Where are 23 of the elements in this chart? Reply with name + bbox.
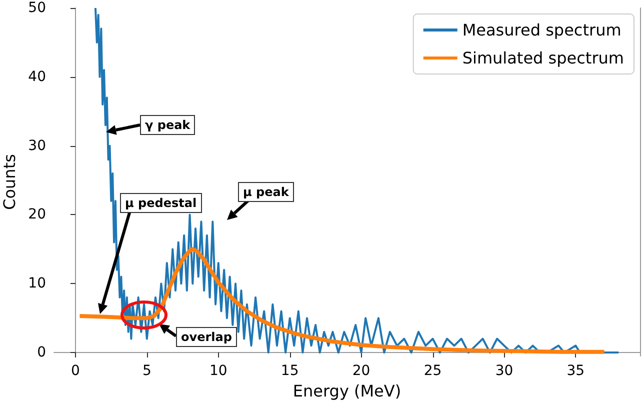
legend-label: Simulated spectrum <box>462 48 624 68</box>
annotation: μ pedestal <box>120 193 202 213</box>
x-axis-title: Energy (MeV) <box>292 381 402 400</box>
y-axis-title: Counts <box>0 154 19 210</box>
x-tick-label: 25 <box>424 363 442 379</box>
x-tick-label: 20 <box>352 363 370 379</box>
x-tick-label: 35 <box>566 363 585 379</box>
legend-label: Measured spectrum <box>462 20 622 40</box>
y-tick-label: 20 <box>28 206 46 223</box>
x-tick-label: 0 <box>70 363 80 379</box>
annotation: γ peak <box>140 115 196 135</box>
y-tick-label: 40 <box>28 68 46 85</box>
y-tick-label: 10 <box>28 276 46 292</box>
y-tick-label: 0 <box>37 344 46 361</box>
y-tick-label: 30 <box>28 138 46 154</box>
x-tick-label: 10 <box>209 363 228 379</box>
x-tick-label: 15 <box>280 363 299 379</box>
x-tick-label: 5 <box>142 363 152 379</box>
x-tick-label: 30 <box>495 363 514 379</box>
line-series <box>78 247 606 354</box>
y-tick-label: 50 <box>28 0 46 16</box>
annotation: overlap <box>176 327 237 347</box>
annotation: μ peak <box>238 182 294 202</box>
